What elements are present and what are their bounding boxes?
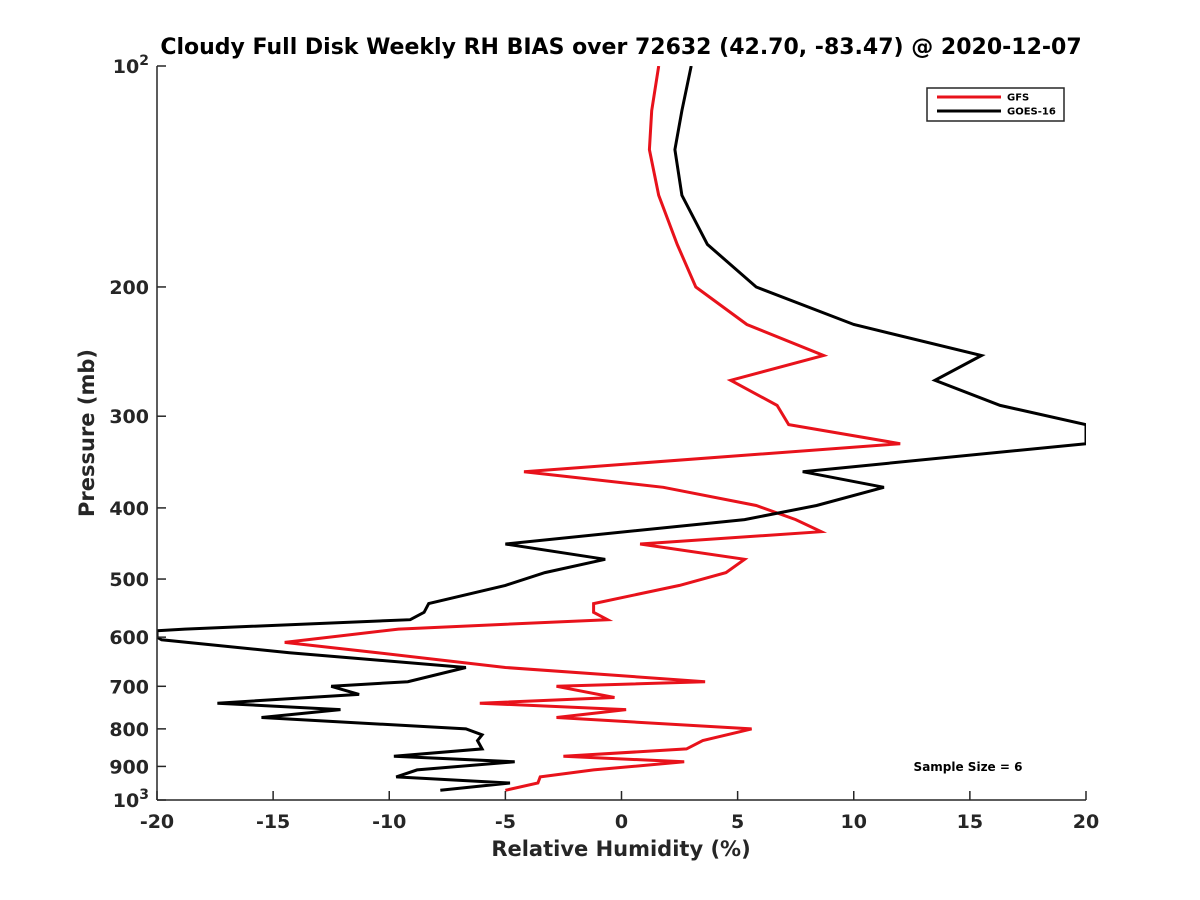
y-tick-label: 400 [109,498,149,520]
y-tick-base: 10 [113,790,139,812]
y-tick-exponent: 3 [139,787,149,803]
x-tick-label: 10 [841,811,867,833]
legend: GFS GOES-16 [926,87,1065,122]
axes-layer: -20 -15 -10 -5 0 5 10 15 20102200300400500600700… [109,53,1099,833]
x-tick-label: -10 [372,811,406,833]
y-tick-label: 300 [109,406,149,428]
x-axis-label: Relative Humidity (%) [491,837,750,861]
y-tick-label: 103 [113,787,149,812]
x-tick-label: -5 [495,811,516,833]
y-tick-label: 600 [109,627,149,649]
sample-size-annotation: Sample Size = 6 [914,760,1023,774]
y-tick-label: 500 [109,569,149,591]
y-tick-exponent: 2 [139,53,149,69]
y-tick-label: 200 [109,277,149,299]
y-tick-base: 10 [113,56,139,78]
legend-label: GFS [1007,93,1029,104]
y-tick-label: 900 [109,756,149,778]
y-axis-label: Pressure (mb) [75,349,99,517]
series-line-goes-16 [157,66,1086,792]
x-tick-label: 0 [615,811,628,833]
legend-label: GOES-16 [1007,107,1056,118]
y-tick-label: 102 [113,53,149,78]
legend-box [926,87,1065,122]
series-layer [157,66,1086,792]
x-tick-label: 15 [957,811,983,833]
y-tick-label: 700 [109,676,149,698]
x-tick-label: 5 [731,811,744,833]
y-tick-label: 800 [109,719,149,741]
x-tick-label: -20 [140,811,174,833]
series-line-gfs [284,66,901,792]
x-tick-label: -15 [256,811,290,833]
chart-title: Cloudy Full Disk Weekly RH BIAS over 726… [160,35,1081,60]
x-tick-label: 20 [1073,811,1099,833]
